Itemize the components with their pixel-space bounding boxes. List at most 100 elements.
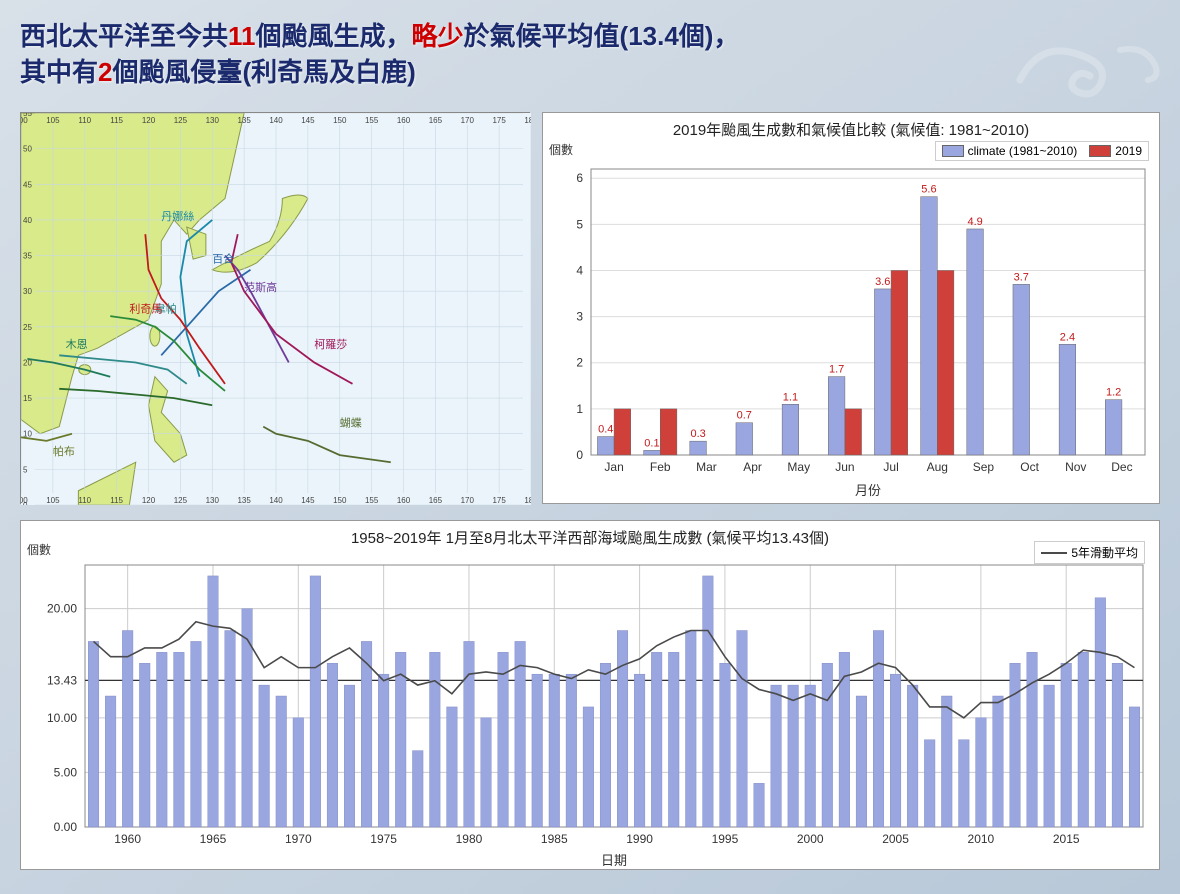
svg-text:1970: 1970 bbox=[285, 832, 312, 846]
svg-text:175: 175 bbox=[492, 116, 506, 125]
svg-text:170: 170 bbox=[461, 116, 475, 125]
svg-text:145: 145 bbox=[301, 496, 315, 505]
svg-text:115: 115 bbox=[110, 496, 123, 505]
headline-seg5: 個颱風侵臺(利奇馬及白鹿) bbox=[112, 57, 415, 87]
headline-seg3: 於氣候平均值(13.4個)， bbox=[464, 21, 740, 51]
svg-text:1995: 1995 bbox=[712, 832, 739, 846]
svg-text:利奇馬: 利奇馬 bbox=[129, 303, 162, 316]
svg-text:1.2: 1.2 bbox=[1106, 387, 1121, 399]
svg-text:110: 110 bbox=[78, 116, 91, 125]
svg-text:May: May bbox=[787, 460, 810, 474]
svg-text:165: 165 bbox=[429, 116, 443, 125]
typhoon-track-map: 1001001051051101101151151201201251251301… bbox=[20, 112, 530, 504]
svg-text:5.00: 5.00 bbox=[54, 765, 78, 779]
headline-seg2: 個颱風生成， bbox=[256, 21, 412, 51]
svg-text:25: 25 bbox=[23, 323, 32, 332]
svg-text:2.4: 2.4 bbox=[1060, 331, 1075, 343]
svg-text:135: 135 bbox=[237, 496, 251, 505]
svg-text:145: 145 bbox=[301, 116, 315, 125]
headline-accent2: 略少 bbox=[412, 21, 464, 51]
svg-text:2000: 2000 bbox=[797, 832, 824, 846]
svg-text:Dec: Dec bbox=[1111, 460, 1132, 474]
svg-text:115: 115 bbox=[110, 116, 123, 125]
svg-text:125: 125 bbox=[174, 116, 188, 125]
svg-text:105: 105 bbox=[46, 116, 60, 125]
svg-text:0.7: 0.7 bbox=[737, 410, 752, 422]
svg-text:2: 2 bbox=[576, 356, 583, 370]
svg-text:50: 50 bbox=[23, 145, 32, 154]
svg-text:丹娜絲: 丹娜絲 bbox=[161, 209, 194, 223]
svg-text:帕布: 帕布 bbox=[53, 444, 75, 458]
svg-text:0.3: 0.3 bbox=[690, 428, 705, 440]
yearly-bar-chart: 1958~2019年 1月至8月北太平洋西部海域颱風生成數 (氣候平均13.43… bbox=[20, 520, 1160, 870]
svg-text:2005: 2005 bbox=[882, 832, 909, 846]
svg-text:1965: 1965 bbox=[200, 832, 227, 846]
svg-text:175: 175 bbox=[492, 496, 506, 505]
svg-text:1980: 1980 bbox=[456, 832, 483, 846]
svg-text:55: 55 bbox=[23, 113, 32, 118]
svg-text:135: 135 bbox=[237, 116, 251, 125]
svg-text:30: 30 bbox=[23, 287, 32, 296]
svg-text:0.4: 0.4 bbox=[598, 424, 613, 436]
svg-text:1960: 1960 bbox=[114, 832, 141, 846]
headline-seg4: 其中有 bbox=[20, 57, 98, 87]
monthly-bar-chart: 2019年颱風生成數和氣候值比較 (氣候值: 1981~2010) 個數 cli… bbox=[542, 112, 1160, 504]
svg-text:Oct: Oct bbox=[1020, 460, 1039, 474]
svg-text:125: 125 bbox=[174, 496, 188, 505]
svg-text:1: 1 bbox=[576, 402, 583, 416]
svg-text:155: 155 bbox=[365, 496, 379, 505]
svg-text:130: 130 bbox=[206, 496, 220, 505]
svg-text:5: 5 bbox=[576, 217, 583, 231]
svg-text:柯羅莎: 柯羅莎 bbox=[314, 337, 347, 351]
svg-text:180: 180 bbox=[524, 496, 531, 505]
svg-text:110: 110 bbox=[78, 496, 91, 505]
svg-text:Jan: Jan bbox=[604, 460, 623, 474]
svg-text:150: 150 bbox=[333, 116, 347, 125]
svg-text:Feb: Feb bbox=[650, 460, 671, 474]
svg-text:百合: 百合 bbox=[212, 252, 234, 266]
svg-text:Apr: Apr bbox=[743, 460, 762, 474]
headline-seg1: 西北太平洋至今共 bbox=[20, 21, 228, 51]
svg-text:Nov: Nov bbox=[1065, 460, 1086, 474]
svg-text:月份: 月份 bbox=[855, 483, 881, 498]
svg-text:40: 40 bbox=[23, 216, 32, 225]
svg-text:6: 6 bbox=[576, 171, 583, 185]
svg-text:165: 165 bbox=[429, 496, 443, 505]
headline: 西北太平洋至今共11個颱風生成，略少於氣候平均值(13.4個)， 其中有2個颱風… bbox=[20, 18, 1160, 91]
svg-text:日期: 日期 bbox=[601, 853, 627, 868]
svg-text:13.43: 13.43 bbox=[47, 673, 77, 687]
svg-text:140: 140 bbox=[269, 496, 283, 505]
svg-text:Mar: Mar bbox=[696, 460, 717, 474]
svg-text:5.6: 5.6 bbox=[921, 184, 936, 196]
svg-text:蝴蝶: 蝴蝶 bbox=[340, 416, 362, 430]
svg-text:1.1: 1.1 bbox=[783, 391, 798, 403]
svg-text:45: 45 bbox=[23, 180, 32, 189]
svg-text:10.00: 10.00 bbox=[47, 711, 77, 725]
svg-text:0.1: 0.1 bbox=[644, 437, 659, 449]
svg-text:5: 5 bbox=[23, 465, 28, 474]
headline-n1: 11 bbox=[228, 21, 256, 51]
svg-text:0: 0 bbox=[23, 501, 28, 505]
svg-text:Jul: Jul bbox=[883, 460, 898, 474]
svg-text:20.00: 20.00 bbox=[47, 602, 77, 616]
svg-text:3: 3 bbox=[576, 310, 583, 324]
svg-text:120: 120 bbox=[142, 496, 156, 505]
svg-text:4.9: 4.9 bbox=[967, 216, 982, 228]
svg-text:120: 120 bbox=[142, 116, 156, 125]
svg-text:0.00: 0.00 bbox=[54, 820, 78, 834]
svg-text:木恩: 木恩 bbox=[66, 338, 88, 351]
svg-text:105: 105 bbox=[46, 496, 60, 505]
svg-text:155: 155 bbox=[365, 116, 379, 125]
svg-text:Jun: Jun bbox=[835, 460, 854, 474]
svg-text:3.7: 3.7 bbox=[1014, 271, 1029, 283]
svg-text:Sep: Sep bbox=[973, 460, 995, 474]
svg-text:3.6: 3.6 bbox=[875, 276, 890, 288]
svg-text:Aug: Aug bbox=[927, 460, 948, 474]
svg-text:130: 130 bbox=[206, 116, 220, 125]
svg-text:1990: 1990 bbox=[626, 832, 653, 846]
svg-text:1985: 1985 bbox=[541, 832, 568, 846]
svg-text:2010: 2010 bbox=[968, 832, 995, 846]
svg-text:2015: 2015 bbox=[1053, 832, 1080, 846]
svg-text:1.7: 1.7 bbox=[829, 364, 844, 376]
svg-text:4: 4 bbox=[576, 263, 583, 277]
